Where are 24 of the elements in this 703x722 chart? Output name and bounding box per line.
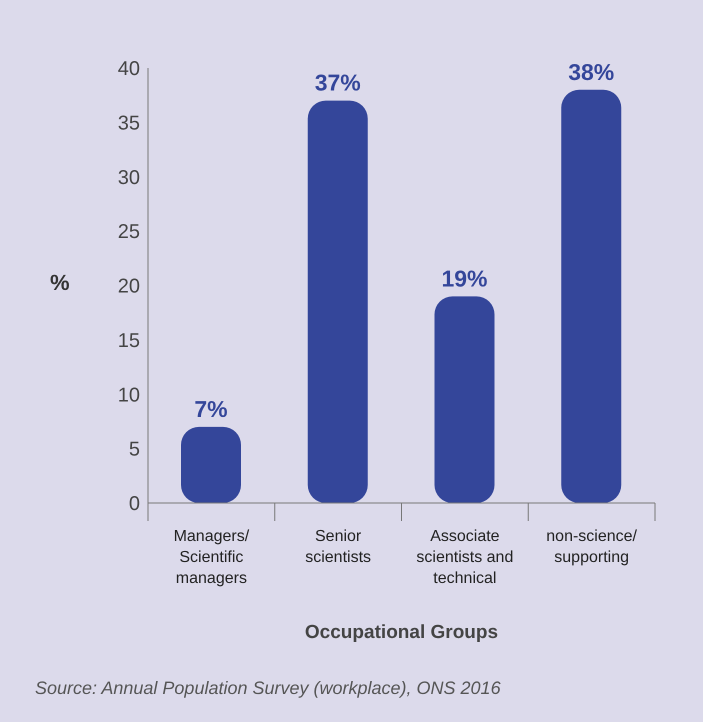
y-tick-label: 40 bbox=[118, 58, 140, 80]
y-tick-label: 25 bbox=[118, 221, 140, 244]
bar bbox=[308, 100, 368, 503]
y-axis-title: % bbox=[50, 270, 70, 296]
y-tick-label: 10 bbox=[118, 384, 140, 406]
y-tick-label: 30 bbox=[118, 166, 140, 189]
source-note: Source: Annual Population Survey (workplace), ONS 2016 bbox=[35, 678, 501, 699]
bar bbox=[561, 90, 622, 503]
y-tick-label: 0 bbox=[128, 493, 140, 516]
data-label: 19% bbox=[441, 265, 488, 292]
x-tick-label: Managers/ Scientific managers bbox=[174, 528, 250, 587]
bar bbox=[434, 296, 494, 503]
data-label: 7% bbox=[194, 396, 228, 422]
bar bbox=[181, 426, 241, 503]
data-label: 37% bbox=[314, 70, 361, 96]
y-tick-label: 20 bbox=[118, 276, 140, 298]
data-label: 38% bbox=[568, 58, 614, 85]
x-tick-label: Associate scientists and technical bbox=[416, 528, 514, 587]
x-axis-title: Occupational Groups bbox=[304, 622, 500, 644]
y-tick-label: 5 bbox=[128, 438, 140, 461]
y-tick-label: 35 bbox=[118, 112, 140, 134]
y-tick-label: 15 bbox=[118, 330, 140, 352]
x-tick-label: non-science/ supporting bbox=[546, 528, 638, 566]
x-tick-label: Senior scientists bbox=[305, 528, 372, 566]
